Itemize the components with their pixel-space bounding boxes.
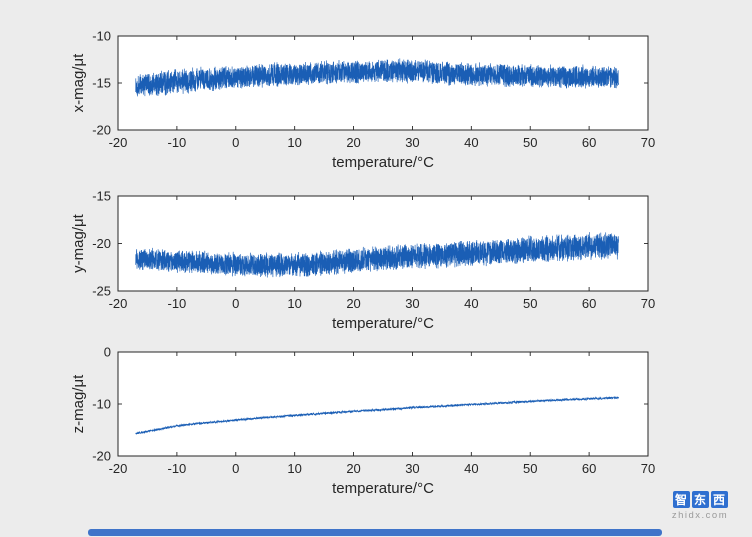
- x-tick-label: 70: [641, 461, 655, 476]
- subplot-y-mag: -20 -10 0 10 20 30 40 50 60 70-25-20-15temperatur…: [70, 189, 655, 333]
- x-tick-label: 70: [641, 135, 655, 150]
- axes-box: [117, 351, 649, 457]
- y-axis-label: x-mag/μt: [70, 53, 87, 112]
- x-tick-label: 60: [582, 135, 596, 150]
- watermark-char-tile: 东: [691, 491, 709, 508]
- x-tick-label: 50: [523, 461, 537, 476]
- y-tick-label: -10: [92, 397, 111, 412]
- x-axis-label: temperature/°C: [332, 154, 434, 171]
- x-tick-label: 40: [464, 296, 478, 311]
- x-tick-label: 70: [641, 296, 655, 311]
- x-tick-label: -20: [109, 461, 128, 476]
- x-axis-label: temperature/°C: [332, 480, 434, 497]
- x-tick-label: 60: [582, 461, 596, 476]
- x-tick-label: -20: [109, 296, 128, 311]
- x-axis-label: temperature/°C: [332, 315, 434, 332]
- watermark-char-tile: 智: [672, 491, 690, 508]
- y-tick-label: 0: [104, 345, 111, 360]
- x-tick-label: 40: [464, 461, 478, 476]
- watermark: 智 东 西 zhidx.com: [658, 491, 742, 521]
- y-axis-label: y-mag/μt: [70, 213, 87, 272]
- x-tick-label: 20: [346, 461, 360, 476]
- x-tick-label: 50: [523, 135, 537, 150]
- series-y-mag: [135, 232, 619, 278]
- axes-box: [117, 195, 649, 292]
- x-tick-label: 10: [287, 296, 301, 311]
- series-z-mag: [135, 396, 619, 435]
- y-tick-label: -20: [92, 449, 111, 464]
- y-tick-label: -20: [92, 236, 111, 251]
- watermark-logo: 智 东 西: [658, 491, 742, 508]
- x-tick-label: 60: [582, 296, 596, 311]
- x-tick-label: 20: [346, 135, 360, 150]
- x-tick-label: 50: [523, 296, 537, 311]
- y-tick-label: -15: [92, 189, 111, 204]
- x-tick-label: 10: [287, 461, 301, 476]
- series-x-mag: [135, 58, 619, 97]
- y-tick-label: -10: [92, 29, 111, 44]
- x-tick-label: 40: [464, 135, 478, 150]
- x-tick-label: 30: [405, 296, 419, 311]
- watermark-domain: zhidx.com: [671, 510, 729, 521]
- y-tick-label: -20: [92, 123, 111, 138]
- x-tick-label: 0: [232, 461, 239, 476]
- x-tick-label: 0: [232, 296, 239, 311]
- subplot-x-mag: -20 -10 0 10 20 30 40 50 60 70 -20 -15 -10 temperatur…: [70, 29, 655, 172]
- subplot-z-mag: -20 -10 0 10 20 30 40 50 60 70 -20 -10 0 temperature/…: [70, 345, 655, 498]
- x-tick-label: 30: [405, 461, 419, 476]
- bottom-progress-bar: [88, 529, 662, 536]
- x-tick-label: -10: [167, 135, 186, 150]
- watermark-char-tile: 西: [710, 491, 728, 508]
- x-tick-label: 10: [287, 135, 301, 150]
- x-tick-label: 0: [232, 135, 239, 150]
- y-axis-label: z-mag/μt: [70, 374, 87, 433]
- x-tick-label: -20: [109, 135, 128, 150]
- axes-box: [117, 35, 649, 131]
- y-tick-label: -25: [92, 284, 111, 299]
- x-tick-label: 20: [346, 296, 360, 311]
- x-tick-label: 30: [405, 135, 419, 150]
- x-tick-label: -10: [167, 461, 186, 476]
- y-tick-label: -15: [92, 76, 111, 91]
- x-tick-label: -10: [167, 296, 186, 311]
